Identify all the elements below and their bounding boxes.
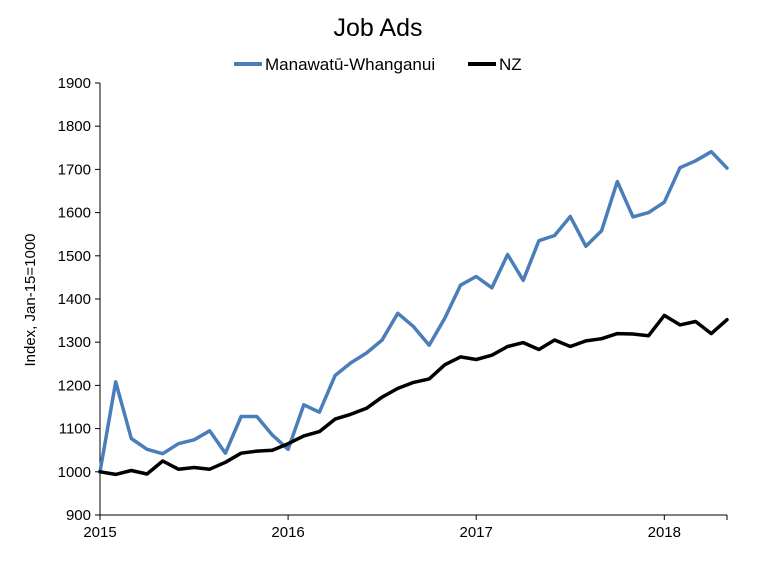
- series-layer: [98, 149, 729, 477]
- chart-title: Job Ads: [334, 14, 423, 42]
- x-tick-label: 2018: [648, 524, 681, 541]
- legend: Manawatū-Whanganui NZ: [234, 55, 522, 74]
- y-axis-title: Index, Jan-15=1000: [22, 233, 39, 366]
- y-tick-label: 1300: [58, 334, 91, 351]
- y-tick-label: 1900: [58, 75, 91, 92]
- legend-label-nz: NZ: [499, 55, 522, 74]
- y-tick-label: 1800: [58, 118, 91, 135]
- x-tick-labels: 2015 2016 2017 2018: [83, 524, 681, 541]
- y-tick-label: 1100: [59, 421, 91, 438]
- y-tick-label: 1600: [58, 205, 91, 222]
- x-tick-label: 2015: [83, 524, 116, 541]
- y-tick-label: 1400: [58, 291, 91, 308]
- y-tick-label: 900: [66, 507, 91, 524]
- legend-label-manawatu-whanganui: Manawatū-Whanganui: [265, 55, 435, 74]
- series-line-nz: [98, 313, 729, 477]
- y-tick-label: 1500: [58, 248, 91, 265]
- y-tick-label: 1200: [58, 377, 91, 394]
- y-tick-label: 1700: [58, 161, 91, 178]
- axes: [95, 82, 728, 520]
- x-tick-label: 2016: [271, 524, 304, 541]
- y-tick-label: 1000: [58, 464, 91, 481]
- series-line-manawatu-whanganui: [98, 149, 729, 474]
- y-tick-labels: 900 1000 1100 1200 1300 1400 1500 1600 1700 1800 1…: [58, 75, 91, 524]
- x-tick-label: 2017: [460, 524, 493, 541]
